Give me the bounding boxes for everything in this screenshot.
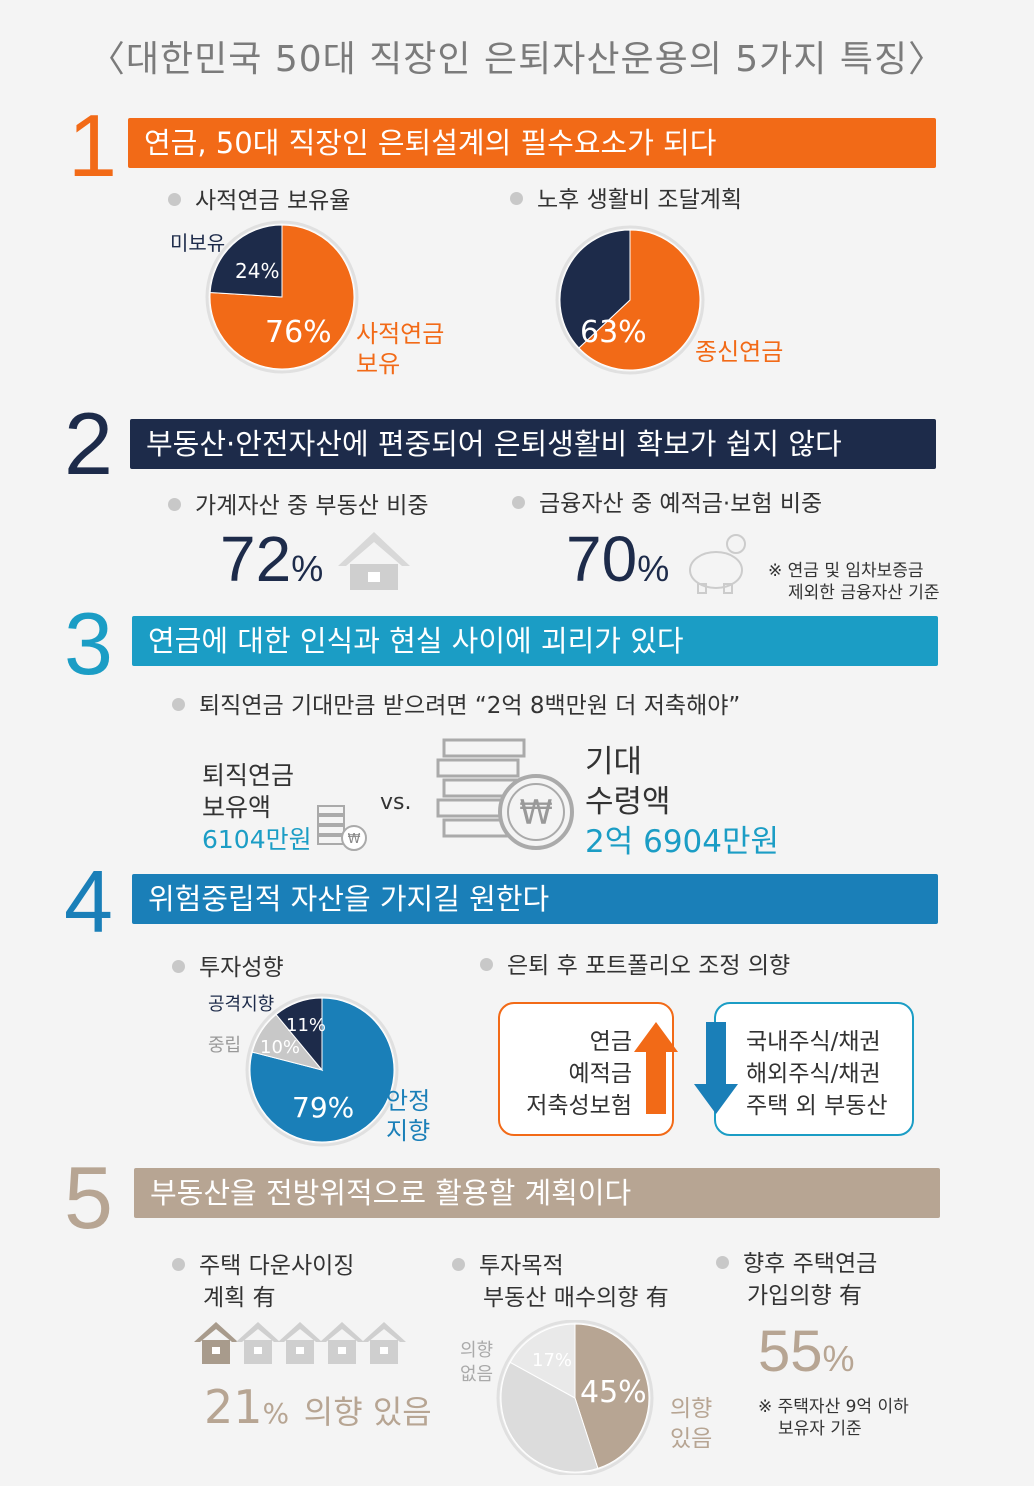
- section-2-bullet-1: 가계자산 중 부동산 비중: [168, 490, 429, 522]
- pie2-value-stable: 79%: [292, 1091, 354, 1124]
- decrease-box: 국내주식/채권 해외주식/채권 주택 외 부동산: [694, 1002, 914, 1136]
- section-5-bullet-3: 향후 주택연금 가입의향 有: [716, 1248, 877, 1312]
- svg-text:₩: ₩: [348, 832, 361, 847]
- pie3-slice-0: [574, 1323, 650, 1470]
- pie-chart-private-pension: 미보유 24% 76% 사적연금 보유: [170, 220, 444, 378]
- house-0-window: [212, 1347, 220, 1354]
- pie3-label-yes-1: 의향: [670, 1396, 712, 1422]
- pie1-slice-0: [578, 229, 701, 371]
- pie2-slice-2: [275, 997, 323, 1072]
- section-1-bullet-1: 사적연금 보유율: [168, 185, 350, 217]
- pie2-ring: [245, 993, 399, 1147]
- pie3-slice-1: [500, 1361, 599, 1473]
- section-2-bullet-2: 금융자산 중 예적금·보험 비중: [512, 488, 822, 520]
- house-icon: [338, 532, 410, 590]
- pie0-ring: [205, 220, 359, 374]
- pie-chart-living-cost: 63% 종신연금: [555, 225, 783, 375]
- house-4-roof: [362, 1322, 406, 1342]
- pie0-value-not-held: 24%: [235, 259, 279, 283]
- section-2-number: 2: [64, 394, 113, 493]
- vs-label: vs.: [380, 790, 412, 815]
- pie3-slice-2: [509, 1323, 576, 1399]
- pension-held-value: 6104만원: [202, 825, 312, 854]
- section-3-bullet: 퇴직연금 기대만큼 받으려면 “2억 8백만원 더 저축해야”: [172, 690, 740, 722]
- pension-held-label: 퇴직연금 보유액 6104만원: [202, 761, 312, 854]
- pie0-label-held-2: 보유: [356, 350, 400, 378]
- pie2-value-neutral: 10%: [260, 1037, 300, 1058]
- svg-text:₩: ₩: [519, 793, 553, 833]
- piggy-bank-icon: [689, 534, 746, 594]
- house-1-roof: [236, 1322, 280, 1342]
- section-1-bullet-2: 노후 생활비 조달계획: [510, 184, 742, 216]
- section-4-number: 4: [64, 852, 113, 951]
- expected-amount-label: 기대 수령액 2억 6904만원: [585, 744, 780, 860]
- pie0-value-held: 76%: [265, 315, 332, 350]
- section-5-banner: 부동산을 전방위적으로 활용할 계획이다: [134, 1168, 940, 1218]
- small-coins-icon: ₩: [317, 805, 367, 851]
- pie1-ring: [555, 225, 705, 375]
- pie3-slices: [496, 1320, 654, 1475]
- house-4-window: [380, 1347, 388, 1354]
- pie0-label-held-1: 사적연금: [356, 320, 444, 348]
- pie-chart-investment-tendency: 공격지향 11% 중립 10% 79% 안정 지향: [208, 993, 430, 1147]
- section-5-bullet-1: 주택 다운사이징 계획 有: [172, 1250, 354, 1314]
- pie3-label-no-1: 의향: [460, 1340, 493, 1361]
- section-5-note: ※ 주택자산 9억 이하 보유자 기준: [758, 1397, 909, 1439]
- section-3-number: 3: [64, 594, 113, 693]
- house-2-window: [296, 1347, 304, 1354]
- pie0-slices: [205, 220, 359, 374]
- downsizing-value: 21% 의향 있음: [204, 1380, 432, 1434]
- real-estate-share-value: 72%: [220, 523, 324, 595]
- section-5-bullet-2: 투자목적 부동산 매수의향 有: [452, 1250, 669, 1314]
- pie1-slice-1: [559, 229, 631, 349]
- large-coins-icon: ₩: [436, 738, 574, 850]
- house-0-roof: [194, 1322, 238, 1342]
- house-3-roof: [320, 1322, 364, 1342]
- pie3-value-17: 17%: [532, 1350, 572, 1371]
- pie1-value: 63%: [580, 315, 647, 350]
- decrease-list: 국내주식/채권 해외주식/채권 주택 외 부동산: [746, 1029, 888, 1119]
- pie3-label-no-2: 없음: [460, 1364, 493, 1385]
- house-2-roof: [278, 1322, 322, 1342]
- deposit-share-value: 70%: [566, 523, 670, 595]
- increase-list: 연금 예적금 저축성보험: [526, 1029, 632, 1119]
- section-4-bullet-1: 투자성향: [172, 952, 284, 984]
- section-5-number: 5: [64, 1148, 113, 1247]
- section-2-note: ※ 연금 및 임차보증금 제외한 금융자산 기준: [768, 561, 940, 603]
- pie2-label-neutral: 중립: [208, 1035, 241, 1056]
- pie1-label: 종신연금: [695, 338, 783, 366]
- house-3-window: [338, 1347, 346, 1354]
- section-4-bullet-2: 은퇴 후 포트폴리오 조정 의향: [480, 950, 790, 982]
- pie3-value-yes: 45%: [580, 1375, 647, 1410]
- pie2-value-aggressive: 11%: [286, 1015, 326, 1036]
- home-pension-value: 55%: [758, 1319, 855, 1384]
- section-3-banner: 연금에 대한 인식과 현실 사이에 괴리가 있다: [132, 616, 938, 666]
- pie-chart-investment-purchase: 의향 없음 17% 45% 의향 있음: [460, 1320, 712, 1475]
- pie1-slices: [555, 225, 705, 375]
- expected-amount-value: 2억 6904만원: [585, 824, 780, 860]
- houses-icon: [194, 1322, 406, 1364]
- house-1-window: [254, 1347, 262, 1354]
- section-1-number: 1: [68, 96, 117, 195]
- pie0-slice-1: [209, 224, 283, 298]
- pie2-label-aggressive: 공격지향: [208, 994, 274, 1015]
- pie2-slices: [245, 993, 399, 1147]
- pie3-ring: [496, 1320, 654, 1475]
- arrow-up-icon: [634, 1022, 678, 1114]
- section-2-banner: 부동산·안전자산에 편중되어 은퇴생활비 확보가 쉽지 않다: [130, 419, 936, 469]
- increase-box: 연금 예적금 저축성보험: [498, 1002, 678, 1136]
- pie0-label-not-held: 미보유: [170, 231, 225, 255]
- arrow-down-icon: [694, 1022, 738, 1114]
- section-4-banner: 위험중립적 자산을 가지길 원한다: [132, 874, 938, 924]
- pie3-label-yes-2: 있음: [670, 1426, 712, 1452]
- page-title: 〈대한민국 50대 직장인 은퇴자산운용의 5가지 특징〉: [88, 39, 946, 80]
- pie2-label-stable-1: 안정: [386, 1087, 430, 1115]
- section-1-banner: 연금, 50대 직장인 은퇴설계의 필수요소가 되다: [128, 118, 936, 168]
- pie2-label-stable-2: 지향: [386, 1117, 430, 1145]
